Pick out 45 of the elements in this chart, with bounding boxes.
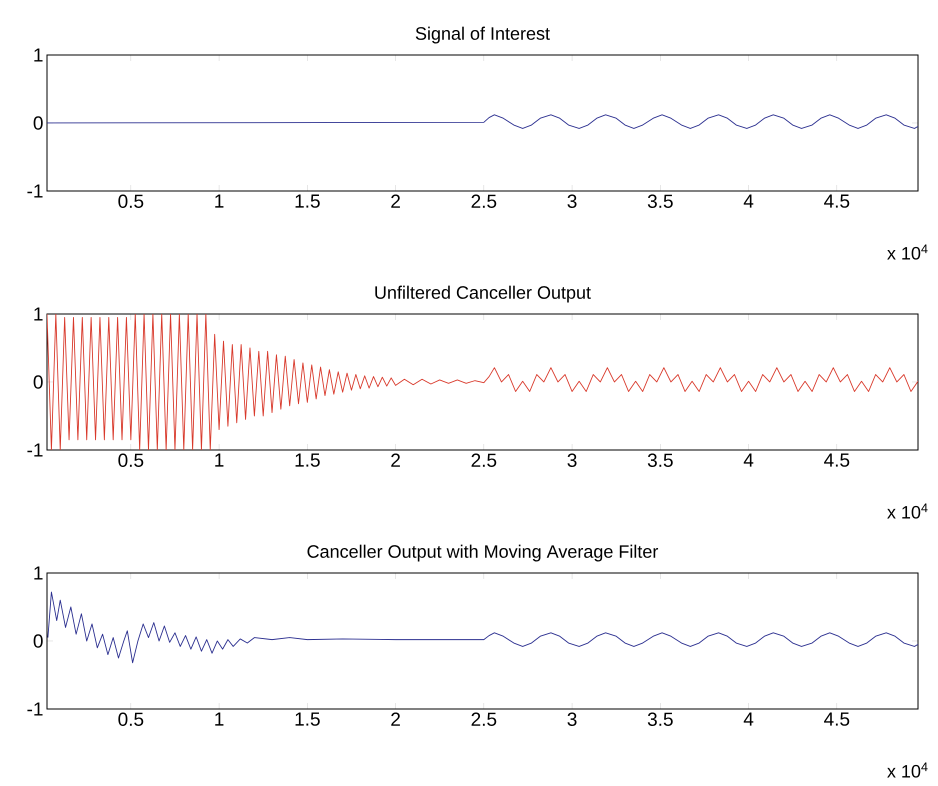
- x-tick-label: 3: [568, 454, 577, 467]
- y-tick-label: 0: [34, 634, 43, 648]
- x-tick-label: 0.5: [118, 194, 144, 208]
- x-tick-label: 3: [568, 712, 577, 726]
- x-tick-label: 4: [744, 712, 754, 726]
- y-tick-label: 1: [34, 566, 43, 580]
- x-tick-label: 1.5: [296, 194, 320, 208]
- x-tick-label: 1: [215, 194, 224, 208]
- line-series: [47, 114, 918, 129]
- x-tick-label: 3: [568, 194, 577, 208]
- line-series: [47, 592, 918, 664]
- x-tick-label: 3.5: [648, 712, 673, 726]
- x-tick-label: 4.5: [824, 712, 850, 726]
- y-tick-label: 0: [34, 116, 43, 130]
- x-tick-label: 4.5: [824, 454, 850, 467]
- x-tick-label: 2.5: [472, 454, 496, 467]
- x-tick-label: 3.5: [648, 454, 673, 467]
- x-tick-label: 1: [215, 712, 224, 726]
- y-tick-label: -1: [27, 702, 43, 716]
- text: x 10$^{4}$: [887, 244, 928, 260]
- x-tick-label: 2.5: [472, 712, 496, 726]
- y-tick-label: 0: [34, 375, 43, 389]
- chart-title: Signal of Interest: [416, 26, 550, 44]
- y-tick-label: -1: [27, 443, 43, 457]
- x-tick-label: 1.5: [296, 454, 320, 467]
- x-tick-label: 3.5: [648, 194, 673, 208]
- x-tick-label: 2.5: [472, 194, 496, 208]
- y-tick-label: 1: [34, 307, 43, 321]
- x-tick-label: 2: [391, 454, 400, 467]
- chart-title: Unfiltered Canceller Output: [375, 286, 591, 302]
- line-series: [47, 314, 918, 450]
- text: x 10$^{4}$: [887, 504, 928, 519]
- x-tick-label: 2: [391, 194, 400, 208]
- x-tick-label: 4: [744, 194, 754, 208]
- text: x 10$^{4}$: [887, 762, 928, 778]
- chart-title: Canceller Output with Moving Average Filter: [308, 544, 658, 562]
- y-tick-label: -1: [27, 184, 43, 198]
- x-tick-label: 1.5: [296, 712, 320, 726]
- x-tick-label: 4.5: [824, 194, 850, 208]
- x-tick-label: 4: [744, 454, 754, 467]
- x-tick-label: 0.5: [118, 454, 144, 467]
- y-tick-label: 1: [34, 48, 43, 62]
- x-tick-label: 2: [391, 712, 400, 726]
- x-tick-label: 0.5: [118, 712, 144, 726]
- x-tick-label: 1: [215, 454, 224, 467]
